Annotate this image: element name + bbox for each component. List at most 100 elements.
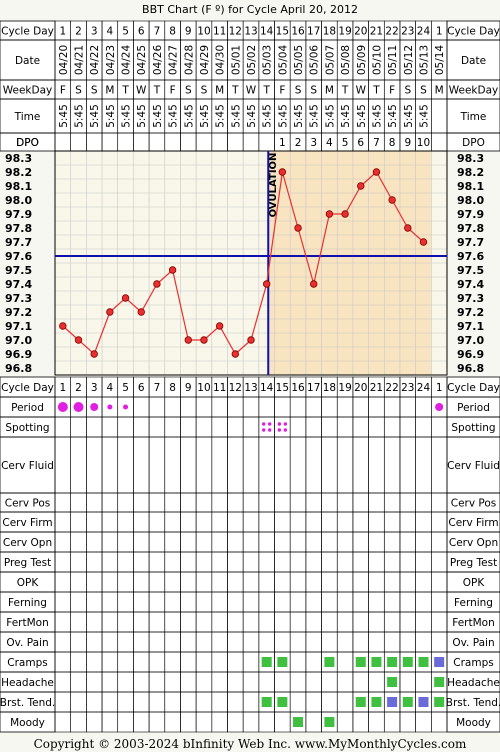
chart-title: BBT Chart (F º) for Cycle April 20, 2012 — [142, 3, 358, 16]
spotting-dot — [283, 428, 288, 432]
weekday-label: S — [420, 85, 427, 97]
weekday-label: T — [341, 85, 349, 97]
cycle-label: 15 — [276, 382, 289, 394]
temperature-point — [294, 224, 302, 232]
time-label: 5:45 — [199, 104, 211, 128]
row-label-cerv_firm: Cerv Firm — [2, 517, 52, 529]
dpo-label: 8 — [389, 137, 396, 149]
temperature-point — [404, 224, 412, 232]
temperature-point — [74, 336, 83, 344]
row-label-period: Period — [11, 402, 44, 414]
cycle-label: 23 — [401, 382, 414, 394]
y-tick-label-left: 97.0 — [5, 334, 32, 347]
time-label: 5:45 — [74, 104, 86, 128]
period-dot — [123, 404, 129, 410]
row-label-brst_tend: Brst. Tend. — [446, 697, 500, 709]
headache-marker — [434, 677, 445, 687]
ovulation-label: OVULATION — [268, 153, 279, 218]
time-label: 5:45 — [324, 104, 336, 128]
weekday-label: W — [356, 85, 367, 97]
y-tick-label-right: 97.8 — [457, 222, 484, 235]
cycle-label: 23 — [401, 26, 414, 38]
temperature-point — [325, 210, 334, 218]
date-label: 05/05 — [293, 45, 305, 75]
cycle-label: 16 — [291, 382, 305, 394]
time-label: 5:45 — [121, 104, 133, 128]
y-tick-label-left: 98.1 — [5, 180, 32, 193]
row-label-opk: OPK — [463, 577, 486, 589]
brst_tend-marker — [277, 697, 288, 707]
cycle-label: 10 — [197, 26, 210, 38]
row-label-time: Time — [460, 111, 487, 123]
y-tick-label-right: 96.9 — [457, 348, 484, 361]
cycle-label: 11 — [213, 382, 226, 394]
spotting-dot — [261, 428, 266, 432]
cycle-label: 1 — [436, 382, 443, 394]
temperature-point — [231, 350, 240, 358]
row-label-headache: Headache — [447, 677, 500, 689]
row-label-date: Date — [15, 55, 40, 67]
date-label: 04/30 — [215, 45, 227, 75]
temperature-point — [310, 280, 318, 288]
time-label: 5:45 — [183, 104, 195, 128]
y-tick-label-right: 98.3 — [457, 152, 484, 165]
weekday-label: M — [105, 85, 114, 97]
time-label: 5:45 — [403, 104, 415, 128]
row-label-ferning: Ferning — [8, 597, 47, 609]
row-label-fertmon: FertMon — [6, 617, 49, 629]
weekday-label: M — [435, 85, 444, 97]
row-label-cerv_opn: Cerv Opn — [3, 537, 52, 549]
y-tick-label-left: 97.2 — [5, 306, 32, 319]
temperature-point — [341, 210, 349, 218]
brst_tend-marker — [261, 697, 272, 707]
time-label: 5:45 — [246, 104, 258, 128]
time-label: 5:45 — [309, 104, 321, 128]
row-label-cerv_firm: Cerv Firm — [448, 517, 498, 529]
time-label: 5:45 — [340, 104, 352, 128]
weekday-label: S — [91, 85, 98, 97]
time-label: 5:45 — [418, 104, 430, 128]
cramps-marker — [418, 657, 429, 667]
row-label-headache: Headache — [1, 677, 54, 689]
cycle-label: 17 — [307, 26, 320, 38]
cycle-label: 6 — [138, 26, 145, 38]
temperature-point — [357, 182, 365, 190]
y-tick-label-left: 98.0 — [5, 194, 32, 207]
y-tick-label-right: 97.9 — [457, 208, 484, 221]
temperature-point — [168, 266, 177, 274]
temperature-point — [137, 308, 145, 316]
time-label: 5:45 — [168, 104, 180, 128]
cramps-marker — [402, 657, 413, 667]
weekday-label: T — [121, 85, 129, 97]
y-tick-label-right: 96.8 — [457, 362, 484, 375]
cycle-label: 20 — [354, 382, 367, 394]
row-label-dpo: DPO — [462, 137, 485, 149]
moody-marker — [293, 717, 304, 727]
temperature-point — [388, 196, 396, 204]
cycle-label: 18 — [323, 26, 336, 38]
y-tick-label-left: 97.8 — [5, 222, 32, 235]
row-label-ov_pain: Ov. Pain — [452, 637, 494, 649]
date-label: 04/24 — [121, 45, 133, 76]
footer-copyright[interactable]: Copyright © 2003-2024 bInfinity Web Inc.… — [34, 737, 467, 751]
spotting-dot — [277, 422, 282, 426]
row-label-period: Period — [457, 402, 490, 414]
time-label: 5:45 — [105, 104, 117, 128]
brst_tend-marker — [402, 697, 413, 707]
y-tick-label-left: 97.4 — [5, 278, 32, 291]
date-label: 04/28 — [183, 45, 195, 75]
cycle-label: 16 — [291, 26, 305, 38]
cycle-label: 5 — [122, 26, 129, 38]
time-label: 5:45 — [58, 104, 70, 128]
cycle-label: 24 — [417, 382, 431, 394]
row-label-cycle_day: Cycle Day — [447, 382, 500, 394]
row-label-brst_tend: Brst. Tend. — [0, 697, 55, 709]
y-tick-label-left: 97.9 — [5, 208, 32, 221]
row-label-spotting: Spotting — [5, 422, 49, 434]
row-label-cerv_fluid: Cerv Fluid — [447, 460, 500, 472]
header-table-bg — [0, 21, 500, 151]
cycle-label: 24 — [417, 26, 431, 38]
weekday-label: S — [295, 85, 302, 97]
cramps-marker — [371, 657, 382, 667]
date-label: 05/09 — [356, 45, 368, 75]
